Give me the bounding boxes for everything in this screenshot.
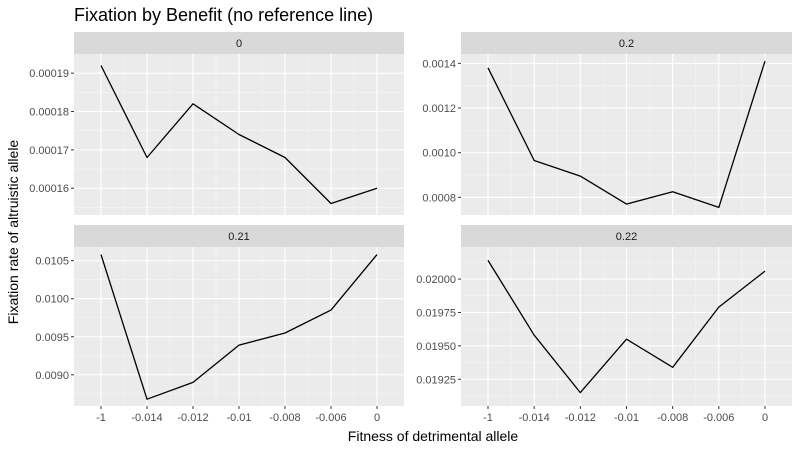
y-tick-label: 0.0012: [422, 103, 456, 115]
facet-strip-label: 0.2: [619, 38, 634, 50]
x-tick-label: -0.01: [226, 412, 251, 424]
x-tick-label: -0.014: [519, 412, 550, 424]
y-tick-label: 0.01925: [416, 374, 456, 386]
y-tick-label: 0.01975: [416, 307, 456, 319]
y-tick-label: 0.00019: [29, 68, 69, 80]
x-tick-label: -0.006: [315, 412, 346, 424]
facet-strip: [461, 32, 792, 54]
x-tick-label: -0.008: [269, 412, 300, 424]
y-tick-label: 0.0010: [422, 148, 456, 160]
y-tick-label: 0.0095: [35, 332, 69, 344]
facet-strip-label: 0: [236, 38, 242, 50]
x-tick-label: -0.006: [703, 412, 734, 424]
facet-strip: [74, 225, 404, 247]
x-tick-label: -1: [96, 412, 106, 424]
facet-strip-label: 0.21: [228, 231, 249, 243]
facet-strip: [74, 32, 404, 54]
x-tick-label: -0.01: [614, 412, 639, 424]
y-tick-label: 0.0105: [35, 256, 69, 268]
x-axis-title: Fitness of detrimental allele: [348, 428, 519, 444]
x-tick-label: 0: [374, 412, 380, 424]
series-line: [100, 65, 378, 205]
x-tick-label: -0.008: [657, 412, 688, 424]
panel-0: 0 0.00016 0.00017 0.00018 0.00019: [29, 32, 404, 215]
x-tick-label: 0: [762, 412, 768, 424]
y-axis-title: Fixation rate of altruistic allele: [5, 140, 21, 325]
x-tick-label: -1: [483, 412, 493, 424]
panel-0-22: 0.22 0.01925 0.01950 0.01975 0.02000 -1 -0.014…: [416, 225, 792, 424]
x-tick-label: -0.012: [565, 412, 596, 424]
y-tick-label: 0.0090: [35, 370, 69, 382]
y-tick-label: 0.00016: [29, 183, 69, 195]
panel-0-21: 0.21 0.0090 0.0095 0.0100 0.0105 -1 -0.014 -0.0…: [35, 225, 404, 424]
y-tick-label: 0.0014: [422, 58, 456, 70]
chart-title: Fixation by Benefit (no reference line): [74, 5, 373, 25]
y-tick-label: 0.02000: [416, 274, 456, 286]
x-tick-label: -0.012: [177, 412, 208, 424]
y-tick-label: 0.00018: [29, 107, 69, 119]
facet-strip-label: 0.22: [616, 231, 637, 243]
facet-panels: 00.000160.000170.000180.000190.20.00080.…: [29, 32, 792, 424]
panel-0-2: 0.2 0.0008 0.0010 0.0012 0.0014: [422, 32, 792, 215]
y-tick-label: 0.0008: [422, 192, 456, 204]
series-line: [100, 254, 378, 400]
series-line: [487, 260, 766, 394]
y-tick-label: 0.01950: [416, 341, 456, 353]
y-tick-label: 0.0100: [35, 294, 69, 306]
facet-strip: [461, 225, 792, 247]
y-tick-label: 0.00017: [29, 145, 69, 157]
x-tick-label: -0.014: [131, 412, 162, 424]
series-line: [487, 60, 766, 209]
